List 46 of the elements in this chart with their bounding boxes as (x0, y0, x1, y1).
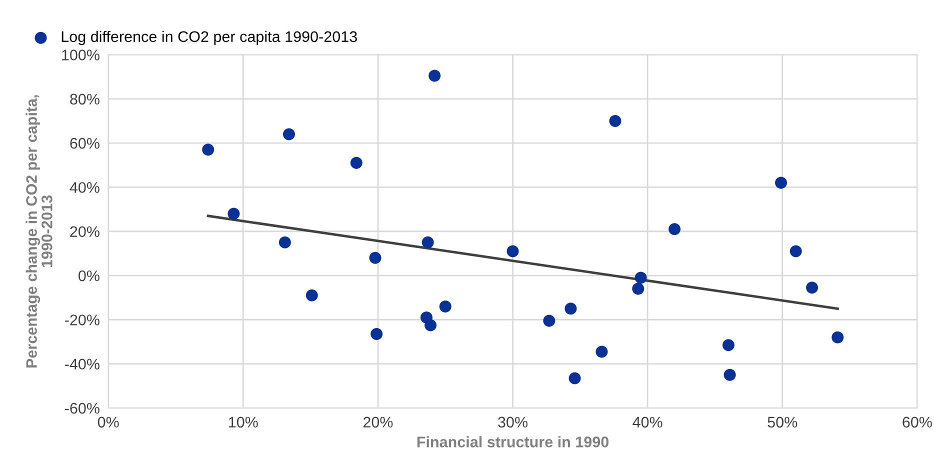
point (506, 245, 519, 258)
point (439, 300, 452, 312)
y-tick-label: -60% (65, 402, 100, 414)
y-axis-title: Percentage change in CO2 per capita, 1990-2013 (26, 95, 52, 368)
point (722, 339, 734, 352)
y-tick-label: 20% (70, 226, 100, 238)
x-tick-label: 50% (768, 416, 798, 428)
point (228, 208, 240, 220)
x-axis-title: Financial structure in 1990 (417, 436, 609, 448)
legend-label: Log difference in CO2 per capita 1990-2013 (62, 30, 357, 46)
point (369, 252, 382, 264)
y-tick-label: 60% (70, 138, 100, 149)
y-tick-label: -20% (65, 314, 100, 326)
point (564, 302, 577, 315)
y-tick-label: 100% (62, 50, 100, 60)
point (202, 144, 214, 156)
point (832, 331, 844, 344)
y-tick-label: 80% (70, 94, 100, 105)
y-tick-label: 0% (78, 270, 100, 282)
x-tick-label: 30% (498, 416, 528, 428)
point (278, 236, 291, 248)
y-tick-label: -40% (65, 358, 100, 370)
point (306, 289, 318, 302)
point (724, 368, 736, 381)
point (422, 236, 434, 248)
x-tick-label: 0% (98, 416, 119, 428)
point (424, 319, 437, 332)
x-tick-label: 20% (363, 416, 393, 428)
point (428, 70, 441, 82)
point (596, 346, 608, 358)
point (370, 328, 383, 340)
y-tick-label: 40% (70, 182, 100, 193)
x-tick-label: 40% (632, 416, 662, 428)
point (806, 282, 818, 294)
point (282, 128, 295, 140)
point (790, 245, 802, 258)
x-tick-label: 60% (902, 416, 932, 428)
x-tick-label: 10% (229, 416, 258, 428)
point (350, 156, 362, 169)
point (634, 272, 647, 284)
point (543, 314, 556, 327)
point (775, 176, 788, 189)
point (568, 372, 581, 384)
point (632, 282, 644, 295)
point (609, 114, 622, 127)
point (668, 223, 681, 236)
